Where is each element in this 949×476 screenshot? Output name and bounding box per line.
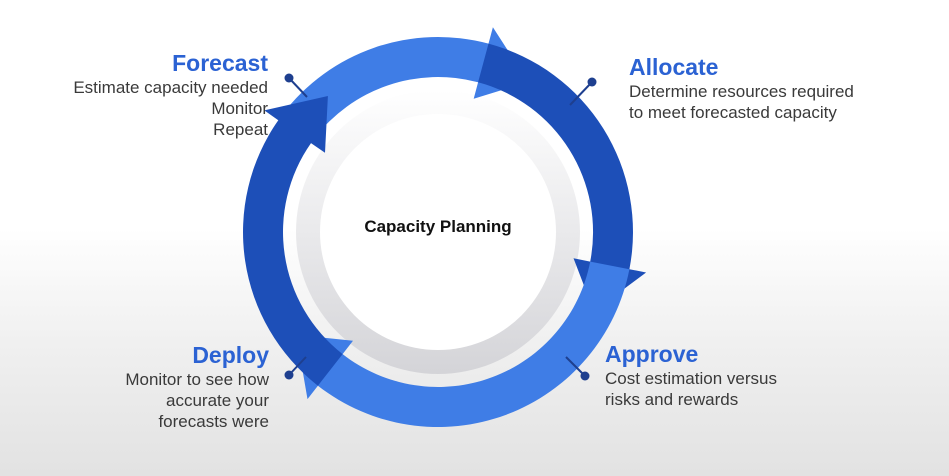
arrow-deploy-to-forecast	[243, 96, 343, 386]
inner-disc	[320, 114, 556, 350]
step-forecast-title: Forecast	[172, 50, 268, 76]
arrow-allocate-to-approve	[478, 43, 647, 312]
step-deploy: Deploy Monitor to see how accurate your …	[125, 341, 269, 432]
step-approve-title: Approve	[605, 341, 699, 367]
step-approve: Approve Cost estimation versus risks and…	[605, 340, 777, 410]
arrow-approve-to-deploy	[296, 261, 630, 428]
step-allocate-line: Determine resources required	[629, 82, 854, 101]
step-deploy-line: Monitor to see how	[125, 370, 269, 389]
step-deploy-title: Deploy	[192, 342, 269, 368]
arrow-forecast-to-allocate	[282, 27, 529, 139]
approve-connector	[565, 356, 590, 381]
allocate-connector	[569, 77, 597, 106]
step-forecast-line: Repeat	[213, 120, 268, 139]
forecast-connector	[284, 73, 308, 98]
step-approve-line: Cost estimation versus	[605, 369, 777, 388]
center-label: Capacity Planning	[364, 217, 512, 236]
step-deploy-line: accurate your	[166, 391, 269, 410]
step-deploy-line: forecasts were	[158, 412, 269, 431]
step-allocate-title: Allocate	[629, 54, 719, 80]
step-allocate: Allocate Determine resources required to…	[629, 53, 854, 123]
deploy-connector	[284, 356, 307, 380]
step-forecast: Forecast Estimate capacity needed Monito…	[73, 49, 268, 140]
step-forecast-line: Estimate capacity needed	[73, 78, 268, 97]
step-forecast-line: Monitor	[211, 99, 268, 118]
step-approve-line: risks and rewards	[605, 390, 739, 409]
step-allocate-line: to meet forecasted capacity	[629, 103, 837, 122]
